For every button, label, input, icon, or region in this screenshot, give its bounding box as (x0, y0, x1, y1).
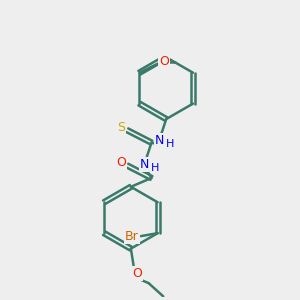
Text: O: O (132, 267, 142, 280)
Text: N: N (155, 134, 164, 147)
Text: S: S (117, 121, 125, 134)
Text: H: H (151, 163, 159, 173)
Text: H: H (166, 139, 174, 149)
Text: O: O (159, 55, 169, 68)
Text: O: O (116, 156, 126, 169)
Text: Br: Br (125, 230, 139, 243)
Text: N: N (140, 158, 149, 171)
